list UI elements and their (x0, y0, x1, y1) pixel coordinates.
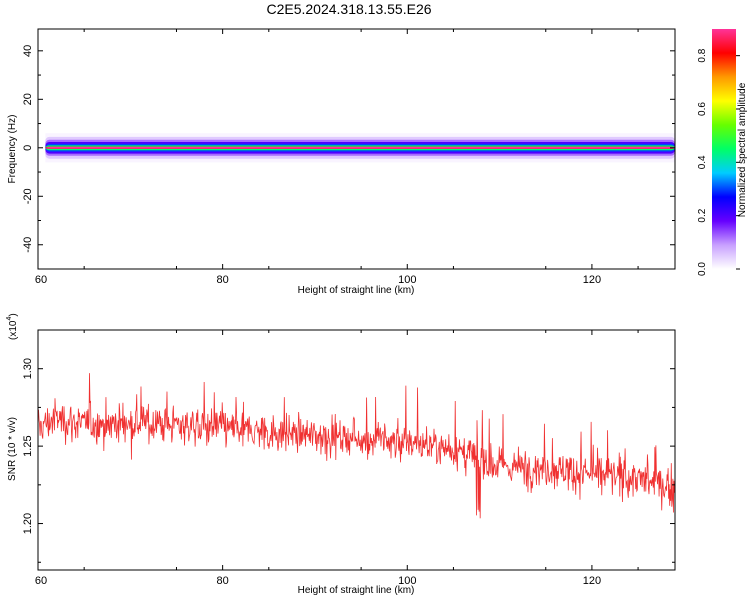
spectrogram-y-tick-label: 40 (22, 45, 34, 57)
snr-x-tick-label: 80 (217, 575, 229, 587)
spectrogram-y-tick-label: 0 (22, 145, 34, 151)
snr-y-multiplier-exp: 4 (6, 317, 13, 321)
spectrogram-y-label: Frequency (Hz) (7, 115, 18, 184)
snr-series-line (38, 373, 675, 519)
snr-y-ticks: 1.30 1.25 1.20 (22, 358, 675, 563)
snr-panel: 60 80 100 120 1.30 1.25 1.20 Height of straig… (6, 313, 676, 596)
spectrogram-y-ticks: 40 20 0 -20 -40 (22, 45, 675, 253)
snr-x-tick-label: 120 (583, 575, 601, 587)
spectrogram-x-tick-label: 120 (583, 274, 601, 286)
colorbar-tick-label: 0.4 (697, 155, 708, 169)
snr-x-tick-label: 100 (398, 575, 416, 587)
colorbar-tick-label: 0.0 (697, 262, 708, 276)
colorbar: 0.0 0.2 0.4 0.6 0.8 Normalized spectral ampl… (697, 29, 748, 276)
spectrogram-frame (37, 28, 676, 270)
snr-y-multiplier-close: ) (8, 313, 19, 316)
snr-y-tick-label: 1.25 (22, 435, 34, 456)
colorbar-label: Normalized spectral amplitude (737, 82, 748, 217)
snr-x-ticks: 60 80 100 120 (35, 330, 639, 587)
snr-y-tick-label: 1.20 (22, 513, 34, 534)
spectrogram-y-tick-label: -40 (22, 237, 34, 253)
spectrogram-panel: 60 80 100 120 40 20 0 -20 -40 Height of straigh… (7, 28, 676, 296)
svg-text:(x104): (x104) (6, 313, 19, 340)
colorbar-tick-label: 0.8 (697, 48, 708, 62)
snr-y-multiplier-base: (x10 (8, 320, 19, 340)
colorbar-tick-label: 0.6 (697, 102, 708, 116)
spectrogram-x-ticks: 60 80 100 120 (35, 29, 639, 286)
snr-y-tick-label: 1.30 (22, 358, 34, 379)
colorbar-gradient (712, 29, 736, 269)
snr-y-multiplier: (x104) (6, 313, 19, 340)
snr-y-label: SNR (10 * v/v) (7, 417, 18, 481)
chart-title: C2E5.2024.318.13.55.E26 (266, 1, 431, 17)
spectrogram-y-tick-label: -20 (22, 188, 34, 204)
snr-x-label: Height of straight line (km) (298, 585, 415, 596)
spectrogram-x-tick-label: 60 (35, 274, 47, 286)
spectrogram-plot-area (45, 133, 676, 163)
snr-frame (37, 329, 676, 571)
colorbar-ticks: 0.0 0.2 0.4 0.6 0.8 (697, 48, 740, 276)
spectrogram-x-tick-label: 100 (398, 274, 416, 286)
spectrogram-x-label: Height of straight line (km) (298, 285, 415, 296)
spectrogram-y-tick-label: 20 (22, 93, 34, 105)
colorbar-tick-label: 0.2 (697, 208, 708, 222)
snr-x-tick-label: 60 (35, 575, 47, 587)
spectrogram-x-tick-label: 80 (217, 274, 229, 286)
